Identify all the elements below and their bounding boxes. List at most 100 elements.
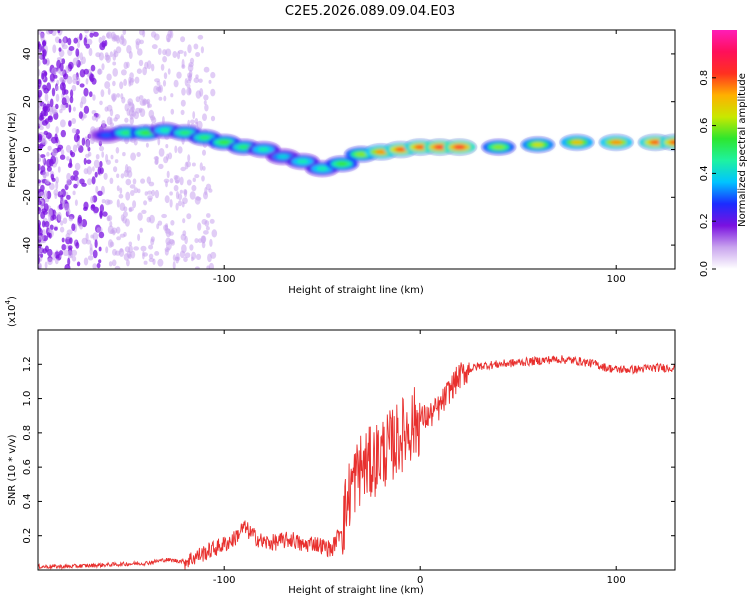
noise-dot [98,259,102,264]
noise-dot [83,105,90,114]
noise-dot [87,255,94,261]
spectrogram-ytick-label: -20 [22,189,33,205]
noise-dot [129,113,134,120]
noise-dot [104,199,111,206]
noise-dot [46,151,50,157]
noise-dot [51,177,56,182]
noise-dot [61,44,68,50]
noise-dot [137,212,143,221]
noise-dot [206,213,211,218]
noise-dot [195,253,202,260]
noise-dot [170,239,175,246]
noise-dot [92,166,95,172]
colorbar-tick-label: 0.8 [699,70,710,86]
noise-dot [94,239,98,249]
noise-dot [47,257,53,266]
noise-dot [106,31,113,39]
noise-dot [134,76,140,84]
noise-dot [203,94,209,101]
noise-dot [189,69,193,78]
noise-dot [186,87,192,96]
noise-dot [169,191,173,196]
noise-dot [186,213,192,220]
noise-dot [141,209,147,214]
ridge-point-core [414,144,427,150]
ridge-point-core [316,166,329,171]
noise-dot [116,236,121,241]
noise-dot [112,68,118,77]
noise-dot [39,32,45,40]
snr-ytick-label: 1.0 [22,391,33,407]
noise-dot [148,197,153,202]
noise-dot [123,253,130,261]
noise-dot [64,203,70,213]
noise-dot [194,238,199,244]
noise-dot [71,223,76,231]
noise-dot [63,36,67,45]
noise-dot [70,89,74,98]
noise-dot [126,108,131,116]
spectrogram-ytick-label: 20 [22,95,33,108]
noise-dot [83,87,89,97]
noise-dot [39,144,44,149]
noise-dot [68,216,74,222]
noise-dot [65,144,72,153]
noise-dot [144,191,148,196]
noise-dot [170,108,175,115]
noise-dot [71,84,77,92]
noise-dot [186,83,191,89]
colorbar-gradient [712,30,737,269]
noise-dot [86,166,93,175]
snr-ytick-label: 0.2 [22,528,33,544]
noise-dot [47,115,54,123]
colorbar-label: Normalized spectral amplitude [737,73,748,227]
noise-dot [48,232,52,239]
noise-dot [59,154,66,160]
noise-dot [107,87,111,96]
noise-dot [98,140,103,147]
noise-dot [167,152,173,160]
noise-dot [44,93,49,102]
noise-dot [53,189,59,196]
noise-dot [189,191,196,200]
chart-title: C2E5.2026.089.09.04.E03 [285,4,455,19]
noise-dot [149,214,155,224]
ridge-point-core [198,135,211,140]
noise-dot [140,178,146,184]
noise-dot [156,223,160,230]
noise-dot [183,51,187,57]
noise-dot [182,218,186,224]
noise-dot [114,265,121,269]
noise-dot [119,187,123,194]
noise-dot [92,232,99,241]
noise-dot [101,151,105,158]
noise-dot [41,220,46,228]
noise-dot [108,261,113,267]
noise-dot [136,68,142,74]
noise-dot [184,235,188,245]
noise-dot [162,49,167,56]
snr-ticks: -100 0 100 0.2 0.4 0.6 0.8 1.0 1.2 [22,330,675,586]
noise-dot [201,175,205,182]
colorbar-tick-label: 0.6 [699,118,710,134]
noise-dot [157,137,161,146]
noise-dot [83,257,89,266]
noise-dot [59,191,63,196]
noise-dot [97,68,103,75]
noise-dot [98,36,103,44]
noise-dot [69,237,73,245]
noise-dot [38,191,45,197]
ridge-point-core [571,140,583,145]
noise-dot [49,158,54,167]
noise-dot [61,58,66,65]
noise-dot [187,44,192,54]
noise-dot [63,73,69,80]
noise-dot [177,49,184,54]
spectrogram-noise [38,30,218,269]
noise-dot [181,64,186,69]
noise-dot [89,247,93,256]
noise-dot [91,176,96,185]
noise-dot [88,151,92,157]
noise-dot [187,154,191,162]
noise-dot [40,184,45,192]
